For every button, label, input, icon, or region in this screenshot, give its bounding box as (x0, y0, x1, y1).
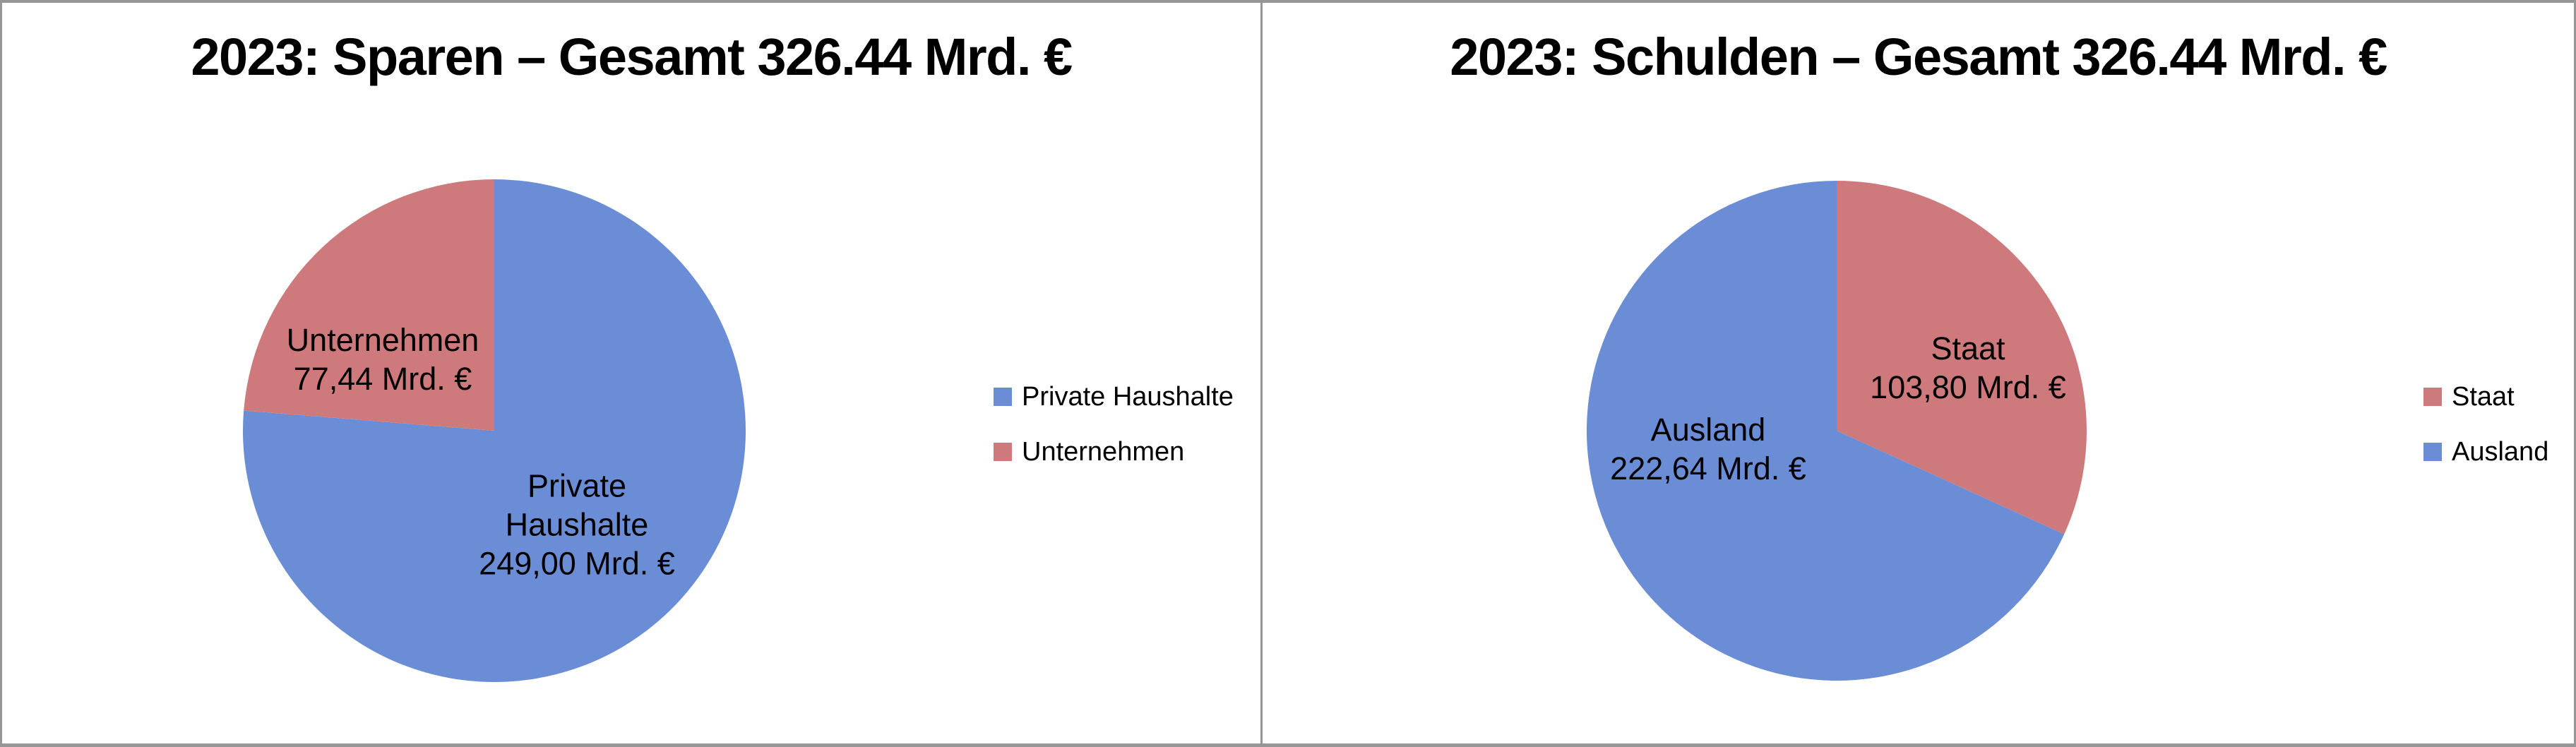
legend-marker-icon (2423, 388, 2442, 406)
chart-title-schulden: 2023: Schulden – Gesamt 326.44 Mrd. € (1450, 28, 2387, 86)
pie-slice-unternehmen (244, 179, 494, 431)
pie-slice-staat (1837, 181, 2087, 534)
legend-label: Ausland (2452, 436, 2549, 467)
plot-area-sparen: Private Haushalte 249,00 Mrd. € Unternehmen… (2, 3, 1260, 743)
slice-label-unternehmen: Unternehmen 77,44 Mrd. € (286, 322, 479, 397)
slice-label-staat: Staat 103,80 Mrd. € (1870, 330, 2066, 405)
plot-area-schulden: Staat 103,80 Mrd. € Ausland 222,64 Mrd. € (1263, 3, 2574, 743)
chart-panel-sparen: 2023: Sparen – Gesamt 326.44 Mrd. € Priv… (2, 3, 1263, 743)
legend-label: Staat (2452, 381, 2515, 412)
slice-label-ausland: Ausland 222,64 Mrd. € (1610, 412, 1806, 486)
chart-panel-schulden: 2023: Schulden – Gesamt 326.44 Mrd. € St… (1263, 3, 2574, 743)
legend-label: Private Haushalte (1022, 381, 1234, 412)
legend-marker-icon (994, 443, 1012, 461)
legend-schulden: Staat Ausland (2423, 381, 2548, 491)
legend-label: Unternehmen (1022, 436, 1185, 467)
chart-title-sparen: 2023: Sparen – Gesamt 326.44 Mrd. € (191, 28, 1073, 86)
legend-sparen: Private Haushalte Unternehmen (994, 381, 1234, 491)
slice-label-private-haushalte: Private Haushalte 249,00 Mrd. € (479, 467, 675, 582)
legend-item-private-haushalte: Private Haushalte (994, 381, 1234, 413)
legend-marker-icon (2423, 443, 2442, 461)
pie-slice-ausland (1587, 181, 2065, 681)
pie-slice-private-haushalte (243, 179, 746, 682)
legend-item-unternehmen: Unternehmen (994, 436, 1234, 468)
legend-marker-icon (994, 388, 1012, 406)
pie-chart-sparen (243, 179, 746, 682)
legend-item-ausland: Ausland (2423, 436, 2548, 468)
pie-chart-schulden (1587, 181, 2087, 681)
legend-item-staat: Staat (2423, 381, 2548, 413)
